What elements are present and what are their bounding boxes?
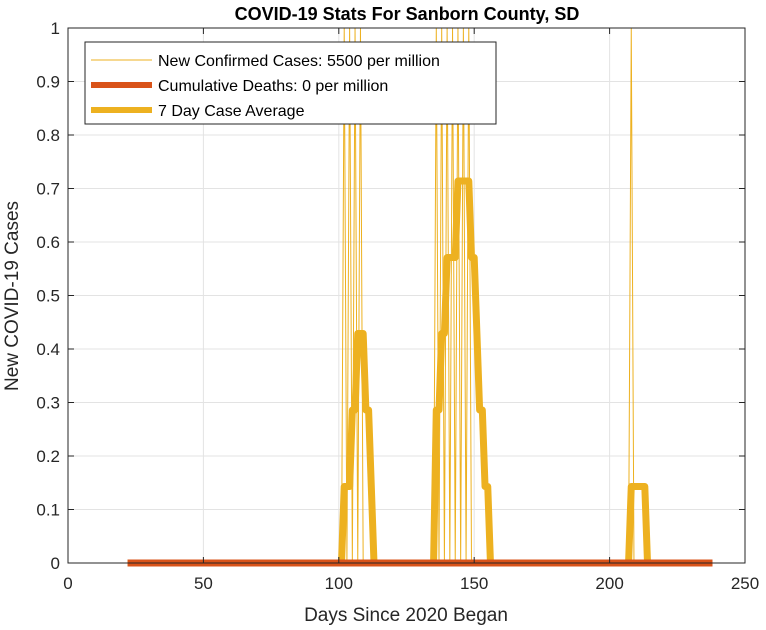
- y-tick-label: 0.8: [36, 126, 60, 145]
- legend-label-deaths: Cumulative Deaths: 0 per million: [158, 78, 388, 95]
- y-tick-label: 0.9: [36, 73, 60, 92]
- x-tick-label: 50: [194, 574, 213, 593]
- series-line-avg: [127, 177, 713, 567]
- chart-title: COVID-19 Stats For Sanborn County, SD: [235, 4, 580, 24]
- y-tick-label: 0: [51, 554, 60, 573]
- x-tick-label: 200: [595, 574, 623, 593]
- legend-label-new-cases: New Confirmed Cases: 5500 per million: [158, 53, 440, 70]
- axis-ticks: 0 50 100 150 200 250 0 0.1 0.2 0.3 0.4 0.5 0.6 0.7 0.8…: [36, 19, 759, 593]
- x-tick-label: 0: [63, 574, 72, 593]
- y-tick-label: 0.5: [36, 287, 60, 306]
- y-tick-label: 0.4: [36, 340, 60, 359]
- legend: New Confirmed Cases: 5500 per million Cu…: [84, 41, 497, 125]
- legend-box: [84, 41, 497, 125]
- y-axis-label: New COVID-19 Cases: [2, 201, 23, 391]
- y-tick-label: 0.6: [36, 233, 60, 252]
- x-tick-label: 150: [460, 574, 488, 593]
- legend-label-avg: 7 Day Case Average: [158, 103, 305, 120]
- x-tick-label: 100: [325, 574, 353, 593]
- x-tick-label: 250: [731, 574, 759, 593]
- x-axis-label: Days Since 2020 Began: [304, 605, 508, 626]
- y-tick-label: 0.3: [36, 394, 60, 413]
- y-tick-label: 0.2: [36, 447, 60, 466]
- y-tick-label: 0.7: [36, 180, 60, 199]
- y-tick-label: 1: [51, 19, 60, 38]
- y-tick-label: 0.1: [36, 501, 60, 520]
